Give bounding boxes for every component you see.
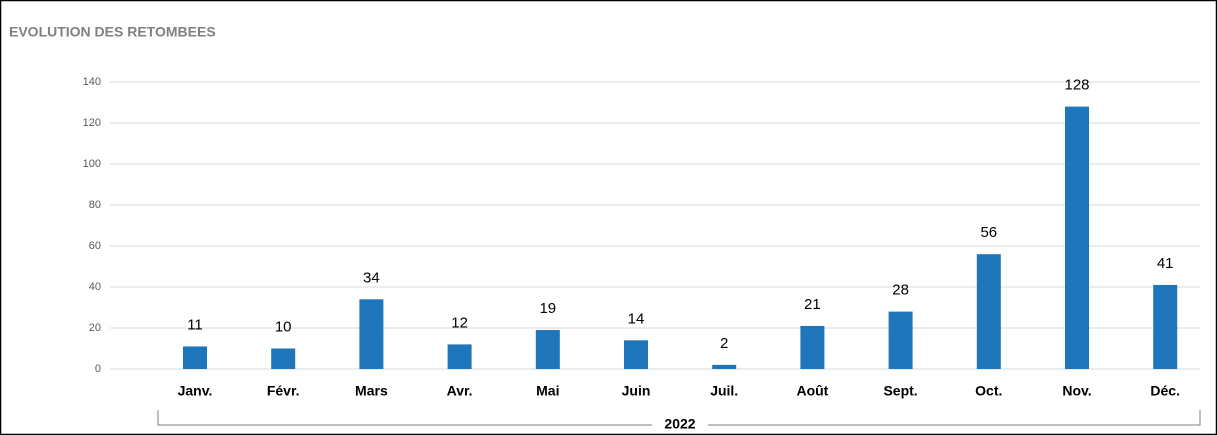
x-tick-label: Sept. bbox=[883, 383, 917, 399]
x-tick-label: Juil. bbox=[710, 383, 738, 399]
bar bbox=[183, 346, 207, 369]
chart-title: EVOLUTION DES RETOMBEES bbox=[9, 24, 216, 40]
data-label: 41 bbox=[1157, 255, 1174, 272]
y-tick-label: 120 bbox=[83, 117, 101, 129]
y-tick-label: 60 bbox=[89, 240, 101, 252]
bar bbox=[888, 311, 913, 369]
data-label: 12 bbox=[451, 314, 468, 331]
bar bbox=[800, 325, 825, 369]
y-tick-label: 80 bbox=[89, 199, 101, 211]
x-tick-label: Avr. bbox=[447, 383, 473, 399]
data-label: 10 bbox=[275, 318, 292, 335]
bar bbox=[535, 330, 560, 369]
group-bracket bbox=[157, 410, 1201, 426]
x-tick-label: Août bbox=[796, 383, 828, 399]
y-tick-label: 40 bbox=[89, 281, 101, 293]
bar bbox=[447, 344, 472, 369]
data-label: 11 bbox=[187, 316, 203, 333]
x-tick-label: Juin bbox=[622, 383, 651, 399]
x-tick-label: Mai bbox=[536, 383, 559, 399]
x-tick-label: Févr. bbox=[267, 383, 300, 399]
bar bbox=[1065, 106, 1089, 369]
x-tick-label: Nov. bbox=[1062, 383, 1091, 399]
data-label: 28 bbox=[892, 282, 909, 299]
x-tick-label: Oct. bbox=[975, 383, 1002, 399]
bar bbox=[712, 364, 737, 369]
bar bbox=[1153, 284, 1178, 369]
data-label: 21 bbox=[804, 296, 821, 313]
x-tick-label: Déc. bbox=[1150, 383, 1180, 399]
data-label: 56 bbox=[980, 224, 997, 241]
y-tick-label: 0 bbox=[95, 363, 101, 375]
data-label: 2 bbox=[720, 335, 728, 352]
bar bbox=[271, 348, 296, 369]
bar bbox=[359, 299, 384, 369]
group-label: 2022 bbox=[664, 416, 695, 432]
y-tick-label: 100 bbox=[83, 158, 101, 170]
data-label: 128 bbox=[1064, 77, 1089, 94]
y-tick-label: 140 bbox=[83, 76, 101, 88]
x-tick-label: Janv. bbox=[178, 383, 213, 399]
x-tick-label: Mars bbox=[355, 383, 388, 399]
data-label: 34 bbox=[363, 269, 380, 286]
y-tick-label: 20 bbox=[89, 322, 101, 334]
bar bbox=[624, 340, 648, 369]
bar bbox=[976, 254, 1001, 369]
data-label: 14 bbox=[628, 310, 645, 327]
data-label: 19 bbox=[539, 300, 556, 317]
